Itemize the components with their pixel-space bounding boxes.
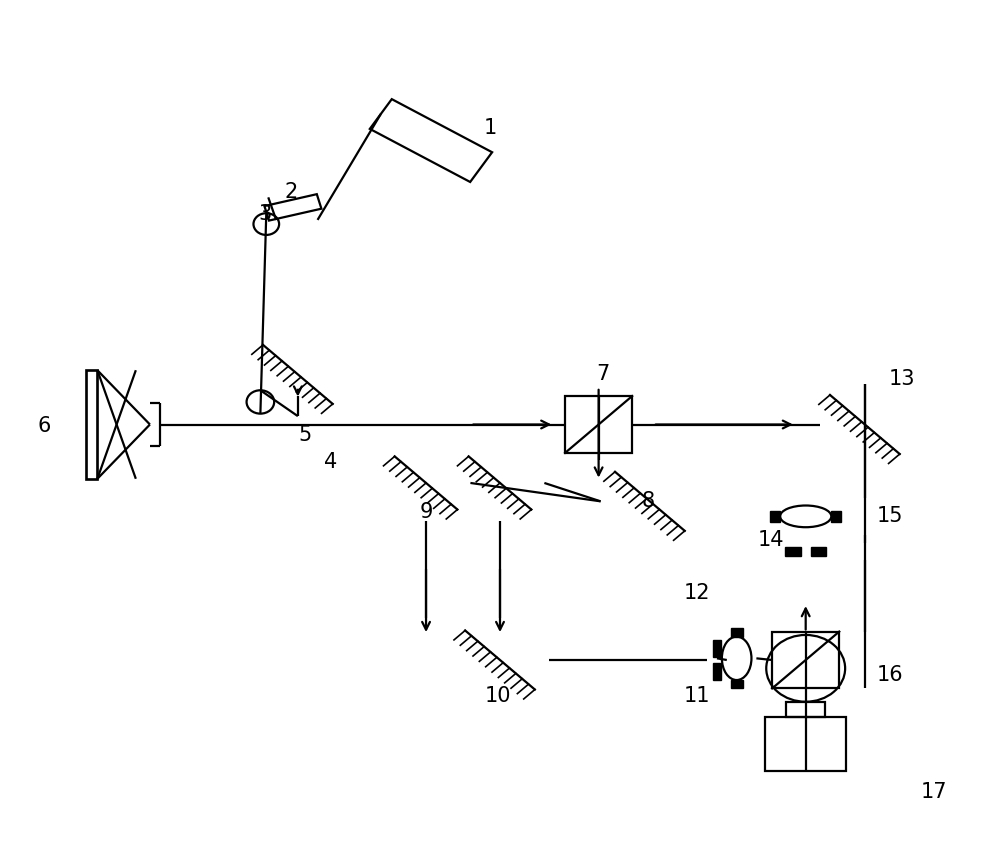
Bar <box>770 510 780 522</box>
Text: 6: 6 <box>38 416 51 436</box>
Text: 12: 12 <box>684 583 710 603</box>
Bar <box>765 717 846 771</box>
Text: 8: 8 <box>641 492 654 511</box>
Text: 1: 1 <box>484 118 497 138</box>
Text: 16: 16 <box>876 665 903 685</box>
Text: 10: 10 <box>485 686 511 706</box>
Text: 3: 3 <box>259 204 272 224</box>
Bar <box>713 663 721 680</box>
Bar <box>786 702 825 717</box>
Bar <box>731 628 743 637</box>
Text: 13: 13 <box>889 368 916 389</box>
Text: 2: 2 <box>284 183 298 202</box>
Text: 15: 15 <box>876 506 903 526</box>
Bar <box>811 547 826 556</box>
Text: 17: 17 <box>921 782 947 802</box>
Text: 7: 7 <box>596 364 609 385</box>
Bar <box>785 547 801 556</box>
Text: 11: 11 <box>684 686 710 706</box>
Bar <box>713 640 721 656</box>
Text: 14: 14 <box>758 530 784 550</box>
Bar <box>731 680 743 689</box>
Text: 5: 5 <box>298 424 311 445</box>
Bar <box>831 510 841 522</box>
Text: 4: 4 <box>324 452 337 472</box>
Text: 9: 9 <box>419 503 433 522</box>
Bar <box>86 370 97 479</box>
